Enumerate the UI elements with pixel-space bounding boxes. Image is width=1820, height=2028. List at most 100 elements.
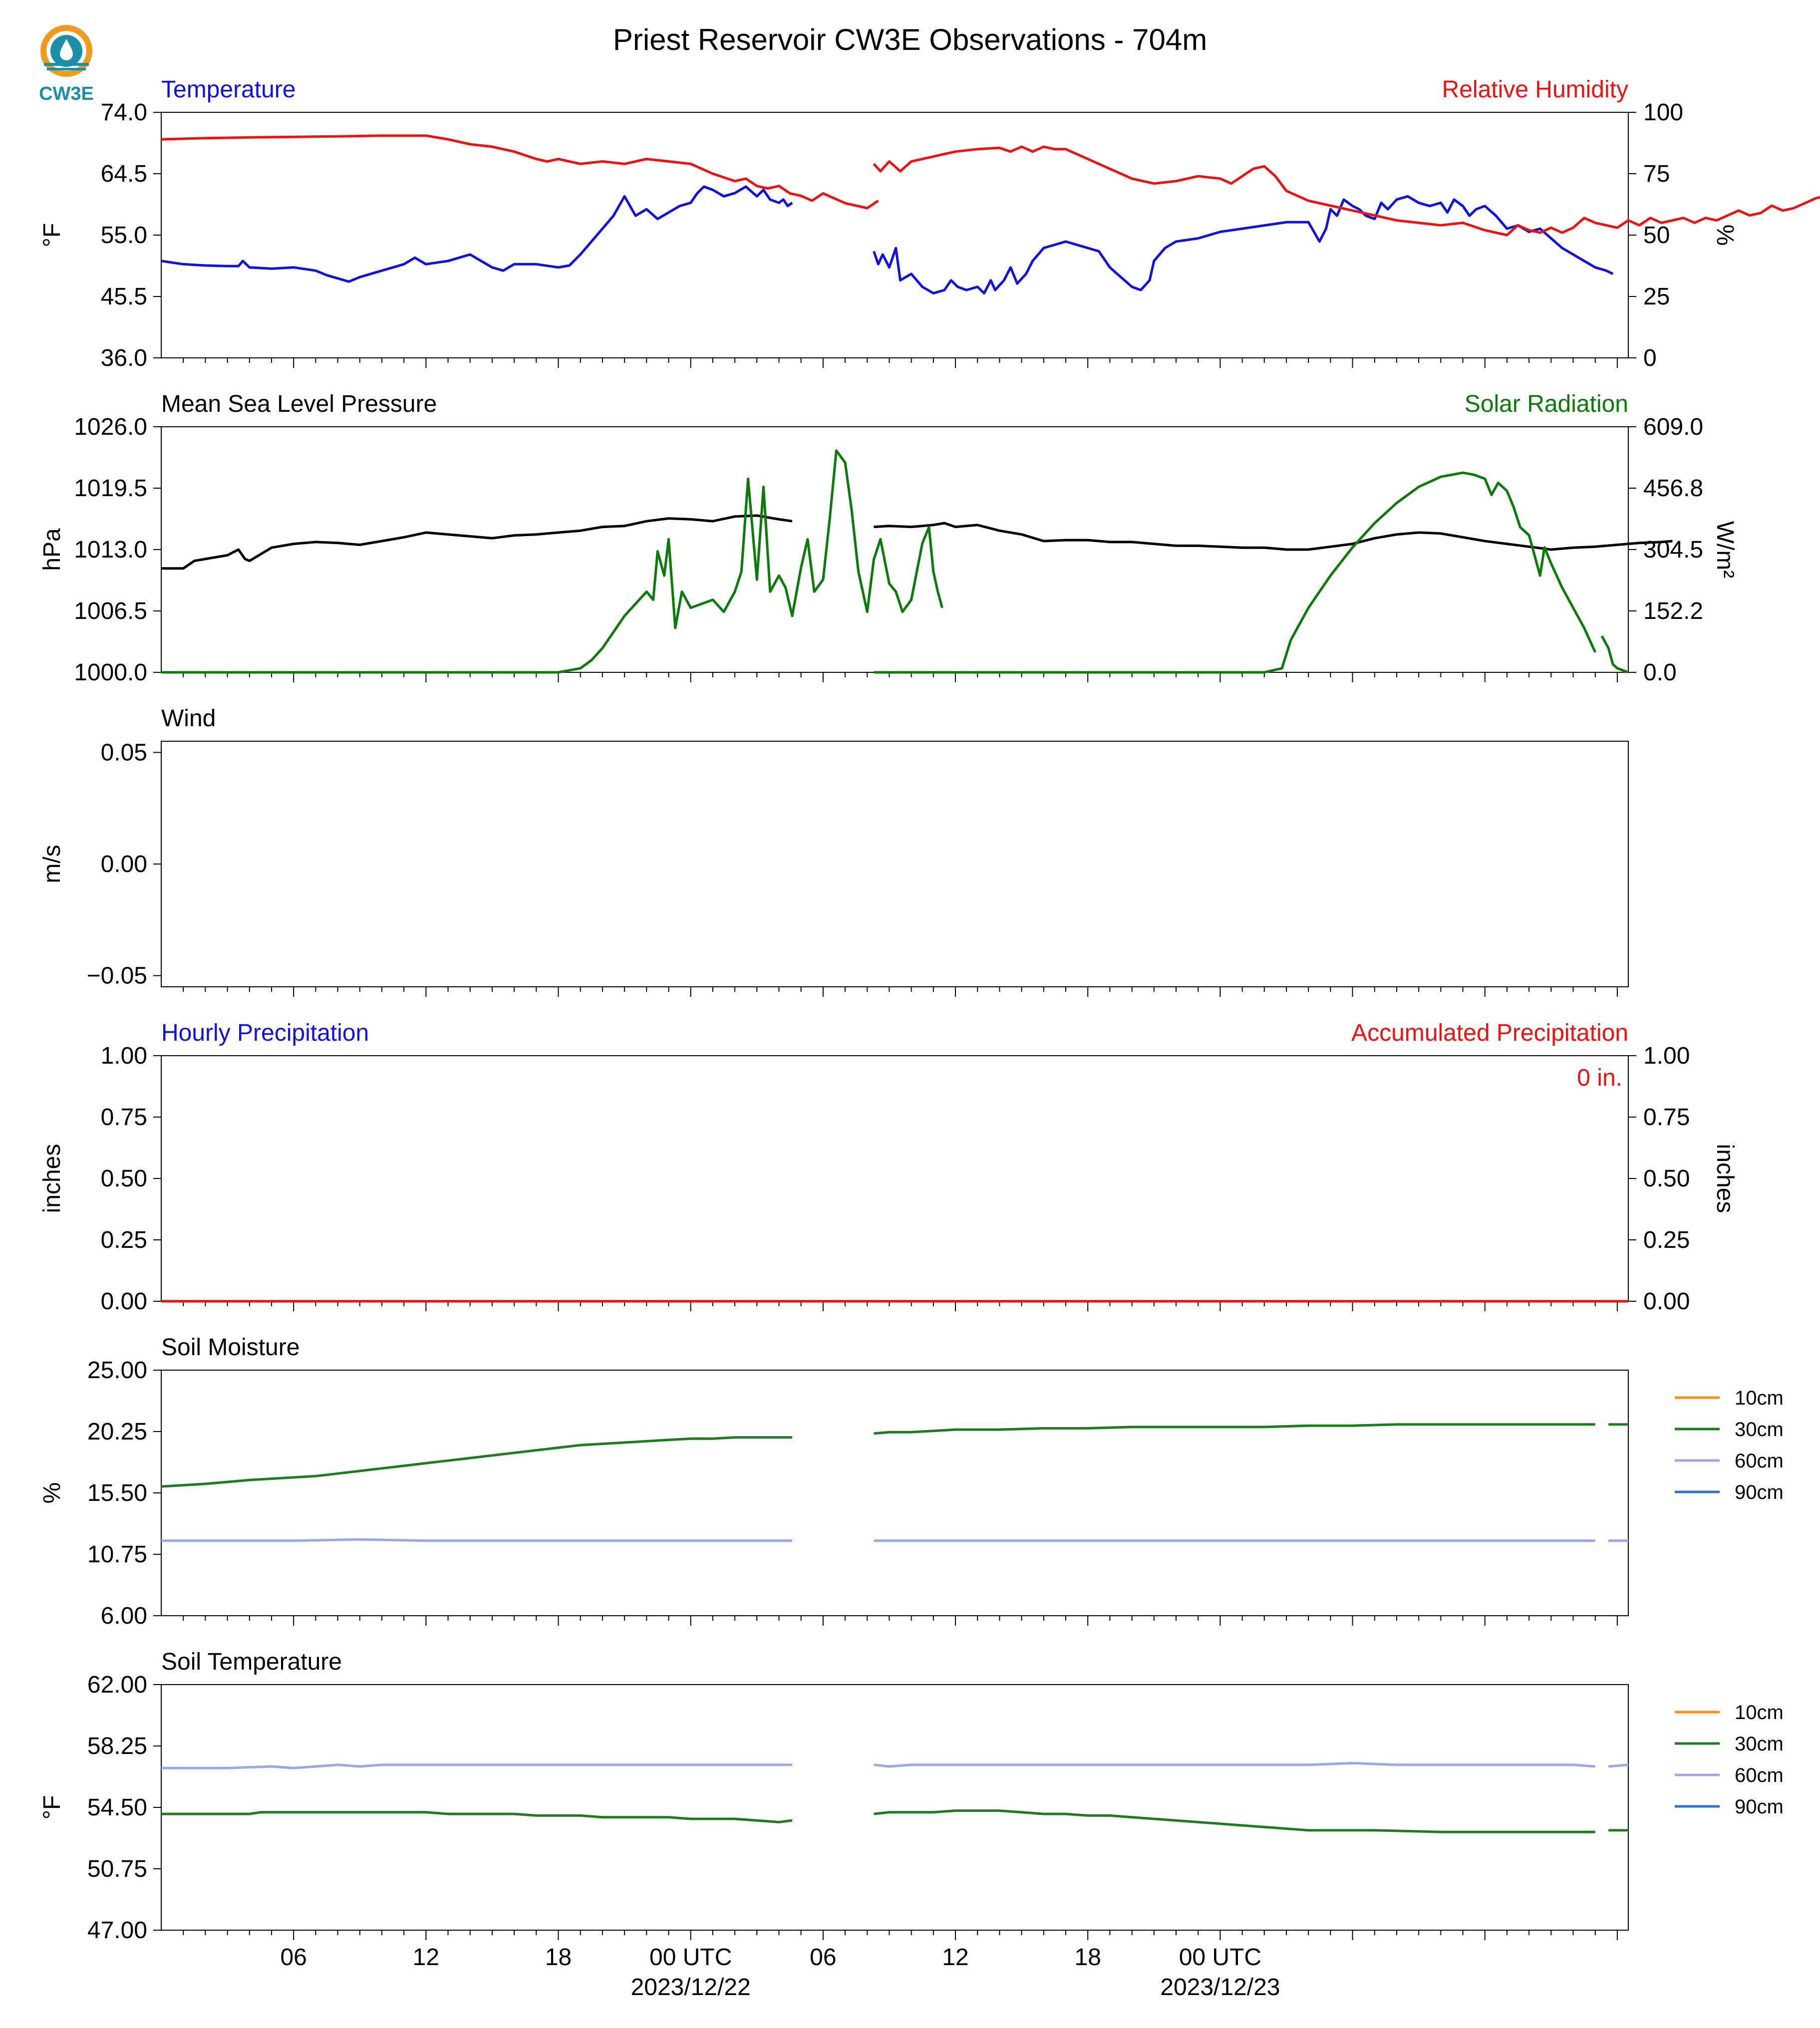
plot-frame bbox=[161, 1370, 1629, 1616]
y-tick-label-right: 25 bbox=[1643, 284, 1670, 310]
y-axis-label-right: % bbox=[1712, 225, 1738, 246]
y-tick-label-right: 1.00 bbox=[1643, 1043, 1690, 1069]
x-tick-label: 06 bbox=[810, 1944, 836, 1971]
panel-title-left: Soil Moisture bbox=[161, 1334, 300, 1361]
y-axis-label-right: W/m² bbox=[1712, 521, 1738, 579]
chart-panels: Temperature Relative Humidity 74.0 64.5 55.0… bbox=[39, 76, 1820, 2001]
panel-6: Soil Temperature 62.00 58.25 54.50 50.75 47.0… bbox=[39, 1649, 1784, 1944]
series-line-30cm bbox=[161, 1436, 792, 1488]
page-title: Priest Reservoir CW3E Observations - 704… bbox=[613, 23, 1207, 56]
y-tick-label-left: 0.05 bbox=[101, 739, 147, 766]
y-tick-label-left: 1.00 bbox=[101, 1043, 147, 1069]
y-tick-label-left: 20.25 bbox=[87, 1419, 147, 1445]
y-tick-label-left: 36.0 bbox=[101, 345, 147, 371]
cw3e-logo-mark: CW3E bbox=[39, 25, 94, 104]
y-tick-label-left: 0.00 bbox=[101, 851, 147, 877]
y-tick-label-right: 456.8 bbox=[1643, 475, 1703, 502]
panel-title-left: Temperature bbox=[161, 76, 296, 103]
y-tick-label-right: 0.75 bbox=[1643, 1104, 1690, 1131]
series-line-solar-radiation bbox=[1600, 635, 1629, 674]
y-axis-label-right: inches bbox=[1712, 1144, 1738, 1213]
y-axis-label-left: hPa bbox=[39, 528, 65, 571]
x-tick-label: 18 bbox=[545, 1944, 572, 1971]
x-tick-label: 18 bbox=[1075, 1944, 1101, 1971]
legend-label-90cm: 90cm bbox=[1735, 1796, 1784, 1818]
series-line-solar-radiation bbox=[161, 449, 943, 674]
series-line-60cm bbox=[161, 1763, 792, 1769]
panel-title-right: Solar Radiation bbox=[1465, 391, 1628, 417]
series-line-relative-humidity bbox=[873, 145, 1820, 237]
panel-title-right: Accumulated Precipitation bbox=[1351, 1020, 1628, 1046]
x-tick-label: 00 UTC bbox=[649, 1944, 732, 1971]
series-line-mean-sea-level-pressure bbox=[874, 522, 1673, 551]
legend-label-30cm: 30cm bbox=[1735, 1733, 1784, 1755]
series-line-60cm bbox=[874, 1761, 1595, 1768]
panel-title-right: Relative Humidity bbox=[1442, 76, 1628, 103]
y-tick-label-right: 0.0 bbox=[1643, 659, 1677, 686]
cw3e-logo: CW3E bbox=[29, 20, 104, 105]
y-axis-label-left: % bbox=[39, 1482, 65, 1504]
y-tick-label-left: 15.50 bbox=[87, 1480, 147, 1506]
y-tick-label-left: 25.00 bbox=[87, 1357, 147, 1384]
y-tick-label-left: 50.75 bbox=[87, 1856, 147, 1882]
y-tick-label-right: 0.25 bbox=[1643, 1227, 1690, 1253]
panel-title-left: Soil Temperature bbox=[161, 1649, 342, 1675]
legend-label-10cm: 10cm bbox=[1735, 1702, 1784, 1724]
plot-frame bbox=[161, 426, 1629, 673]
y-tick-label-left: 6.00 bbox=[101, 1603, 147, 1629]
y-tick-label-left: 0.00 bbox=[101, 1288, 147, 1315]
x-tick-label: 06 bbox=[280, 1944, 306, 1971]
panel-2: Mean Sea Level Pressure Solar Radiation 10… bbox=[39, 391, 1738, 686]
legend-label-30cm: 30cm bbox=[1735, 1419, 1784, 1441]
y-tick-label-right: 0.00 bbox=[1643, 1288, 1690, 1315]
y-tick-label-left: 58.25 bbox=[87, 1733, 147, 1759]
y-tick-label-left: 1000.0 bbox=[74, 659, 147, 686]
x-tick-label: 12 bbox=[942, 1944, 968, 1971]
y-tick-label-left: 1019.5 bbox=[74, 475, 147, 502]
y-tick-label-left: −0.05 bbox=[87, 963, 147, 989]
x-tick-date: 2023/12/23 bbox=[1160, 1974, 1280, 2001]
series-line-30cm bbox=[161, 1811, 793, 1823]
series-line-60cm bbox=[1608, 1763, 1629, 1768]
y-tick-label-left: 0.25 bbox=[101, 1227, 147, 1253]
y-axis-label-left: inches bbox=[39, 1144, 65, 1213]
x-tick-label: 00 UTC bbox=[1179, 1944, 1261, 1971]
panel-5: Soil Moisture 25.00 20.25 15.50 10.75 6.00% 10… bbox=[39, 1334, 1784, 1629]
panel-3: Wind 0.05 0.00 −0.05 m/s bbox=[39, 705, 1629, 997]
plot-frame bbox=[161, 112, 1629, 358]
y-axis-label-left: °F bbox=[39, 1795, 65, 1820]
y-tick-label-right: 609.0 bbox=[1643, 414, 1703, 440]
y-tick-label-left: 0.50 bbox=[101, 1165, 147, 1192]
x-tick-label: 12 bbox=[413, 1944, 439, 1971]
panel-4: Hourly Precipitation Accumulated Precipit… bbox=[39, 1020, 1738, 1315]
y-tick-label-right: 75 bbox=[1643, 161, 1670, 187]
y-tick-label-left: 1006.5 bbox=[74, 598, 147, 624]
logo-text: CW3E bbox=[39, 83, 94, 104]
y-axis-label-left: m/s bbox=[39, 845, 65, 883]
y-tick-label-left: 47.00 bbox=[87, 1917, 147, 1944]
plot-frame bbox=[161, 1055, 1629, 1302]
y-tick-label-left: 1013.0 bbox=[74, 537, 147, 563]
series-line-temperature bbox=[873, 195, 1614, 294]
series-line-60cm bbox=[161, 1538, 792, 1542]
y-tick-label-left: 45.5 bbox=[101, 284, 147, 310]
legend-label-10cm: 10cm bbox=[1735, 1387, 1784, 1409]
y-tick-label-left: 0.75 bbox=[101, 1104, 147, 1131]
panel-title-left: Hourly Precipitation bbox=[161, 1020, 369, 1046]
panel-title-left: Mean Sea Level Pressure bbox=[161, 391, 437, 417]
panel-title-left: Wind bbox=[161, 705, 216, 732]
y-tick-label-left: 64.5 bbox=[101, 161, 147, 187]
series-line-30cm bbox=[874, 1423, 1595, 1435]
y-tick-label-right: 0.50 bbox=[1643, 1165, 1690, 1192]
y-axis-label-left: °F bbox=[39, 223, 65, 248]
series-line-temperature bbox=[161, 185, 793, 283]
legend-label-90cm: 90cm bbox=[1735, 1481, 1784, 1503]
panel-1: Temperature Relative Humidity 74.0 64.5 55.0… bbox=[39, 76, 1820, 371]
series-line-30cm bbox=[874, 1809, 1595, 1833]
series-line-mean-sea-level-pressure bbox=[161, 514, 793, 570]
series-line-solar-radiation bbox=[874, 471, 1596, 674]
legend-label-60cm: 60cm bbox=[1735, 1764, 1784, 1786]
legend-label-60cm: 60cm bbox=[1735, 1450, 1784, 1472]
plot-frame bbox=[161, 741, 1629, 987]
